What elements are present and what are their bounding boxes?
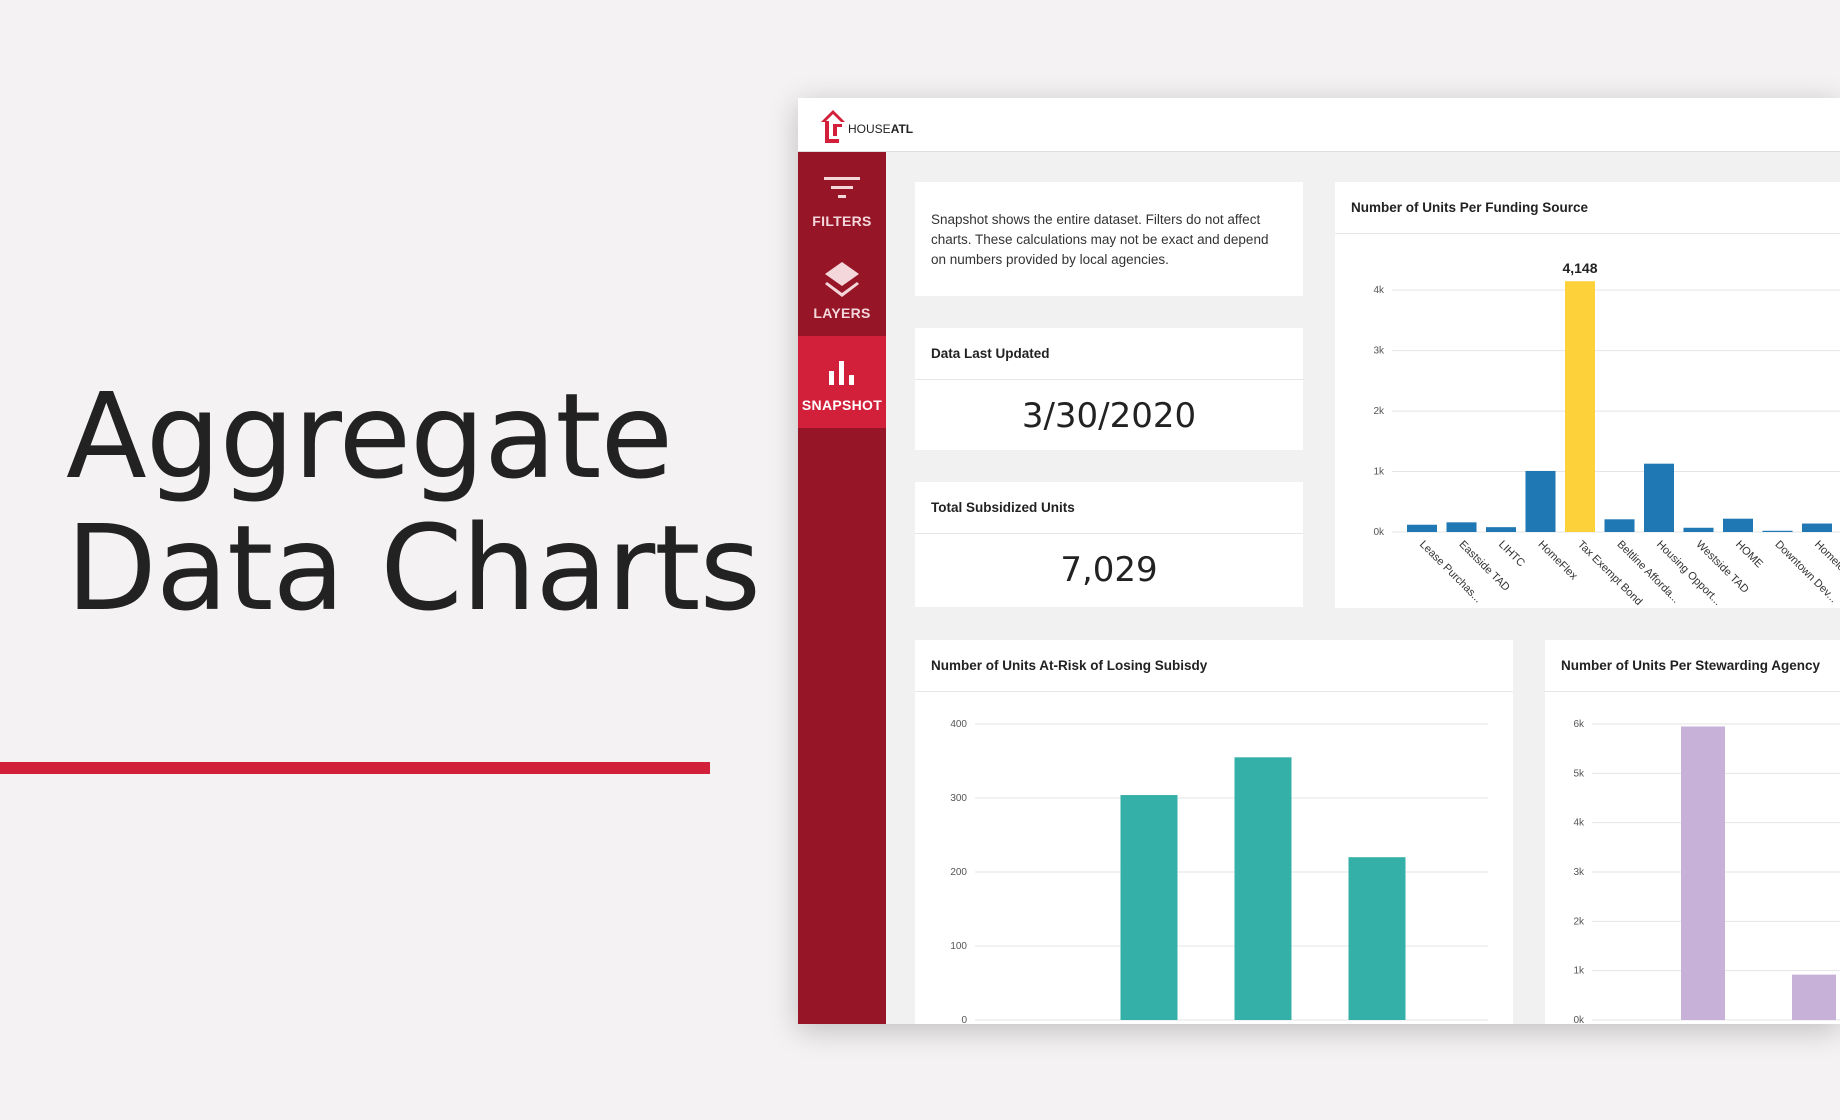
nav-filters[interactable]: FILTERS <box>798 152 886 244</box>
bar <box>1723 518 1753 532</box>
hero-divider <box>0 762 710 774</box>
stewarding-agency-chart-title: Number of Units Per Stewarding Agency <box>1545 640 1840 692</box>
funding-source-chart-card: Number of Units Per Funding Source 0k 1k 2… <box>1335 182 1840 608</box>
y-tick-label: 1k <box>1373 467 1385 478</box>
snapshot-note-text: Snapshot shows the entire dataset. Filte… <box>931 212 1269 267</box>
bar <box>1234 757 1292 1020</box>
nav-layers-label: LAYERS <box>813 305 871 321</box>
x-tick-label: HOME <box>1733 538 1765 570</box>
hero-title-line-2: Data Charts <box>66 499 761 637</box>
bar <box>1762 530 1793 532</box>
total-units-value: 7,029 <box>1060 550 1158 590</box>
y-tick-label: 4k <box>1573 818 1585 829</box>
y-tick-label: 1k <box>1573 966 1585 977</box>
y-tick-label: 2k <box>1573 916 1585 927</box>
bar <box>1604 519 1635 532</box>
y-tick-label: 2k <box>1373 406 1385 417</box>
y-tick-label: 4k <box>1373 285 1385 296</box>
bar <box>1446 522 1477 532</box>
at-risk-chart-title: Number of Units At-Risk of Losing Subisd… <box>915 640 1513 692</box>
y-tick-label: 100 <box>950 941 967 952</box>
y-tick-label: 0k <box>1373 527 1385 538</box>
bar <box>1802 523 1832 532</box>
hero-title-line-1: Aggregate <box>66 367 673 505</box>
last-updated-title: Data Last Updated <box>915 328 1303 380</box>
y-tick-label: 6k <box>1573 719 1585 730</box>
x-tick-label: HomeFlex <box>1536 538 1580 582</box>
total-units-card: Total Subsidized Units 7,029 <box>915 482 1303 607</box>
bar <box>1683 527 1714 532</box>
top-bar: HOUSEATL <box>798 98 1840 152</box>
data-label: 4,148 <box>1562 260 1597 276</box>
total-units-title: Total Subsidized Units <box>915 482 1303 534</box>
last-updated-card: Data Last Updated 3/30/2020 <box>915 328 1303 450</box>
app-window: HOUSEATL FILTERS LAYERS <box>798 98 1840 1024</box>
house-logo-icon <box>821 110 845 143</box>
bar <box>1486 527 1516 532</box>
y-tick-label: 3k <box>1373 346 1385 357</box>
stewarding-agency-chart: 0k 1k 2k 3k 4k 5k 6k <box>1573 719 1840 1024</box>
snapshot-note-card: Snapshot shows the entire dataset. Filte… <box>915 182 1303 296</box>
stewarding-agency-chart-card: Number of Units Per Stewarding Agency 0k… <box>1545 640 1840 1024</box>
x-tick-label: LIHTC <box>1496 538 1527 569</box>
y-tick-label: 0k <box>1573 1015 1585 1024</box>
nav-layers[interactable]: LAYERS <box>798 244 886 336</box>
bar <box>1348 857 1406 1020</box>
layers-icon <box>823 259 861 301</box>
y-tick-label: 200 <box>950 867 967 878</box>
bar <box>1120 795 1178 1020</box>
y-tick-label: 300 <box>950 793 967 804</box>
nav-snapshot[interactable]: SNAPSHOT <box>798 336 886 428</box>
nav-filters-label: FILTERS <box>812 213 872 229</box>
y-tick-label: 0 <box>961 1015 967 1024</box>
last-updated-value: 3/30/2020 <box>1021 396 1197 436</box>
bar <box>1565 281 1595 532</box>
at-risk-chart-card: Number of Units At-Risk of Losing Subisd… <box>915 640 1513 1024</box>
y-tick-label: 400 <box>950 719 967 730</box>
y-tick-label: 3k <box>1573 867 1585 878</box>
bar <box>1407 524 1437 532</box>
house-atl-logo[interactable]: HOUSEATL <box>820 106 913 146</box>
bar <box>1525 470 1556 532</box>
hero-title: Aggregate Data Charts <box>66 367 761 637</box>
nav-snapshot-label: SNAPSHOT <box>801 397 883 413</box>
logo-wordmark: HOUSEATL <box>848 122 914 136</box>
funding-source-chart-title: Number of Units Per Funding Source <box>1335 182 1840 234</box>
filter-icon <box>824 167 860 209</box>
sidebar: FILTERS LAYERS SNAPSHOT <box>798 152 886 1024</box>
bar-chart-icon <box>827 351 857 393</box>
bar <box>1681 726 1725 1020</box>
bar <box>1792 974 1836 1020</box>
y-tick-label: 5k <box>1573 768 1585 779</box>
bar <box>1644 463 1674 532</box>
at-risk-chart: 0 100 200 300 400 <box>950 719 1488 1024</box>
